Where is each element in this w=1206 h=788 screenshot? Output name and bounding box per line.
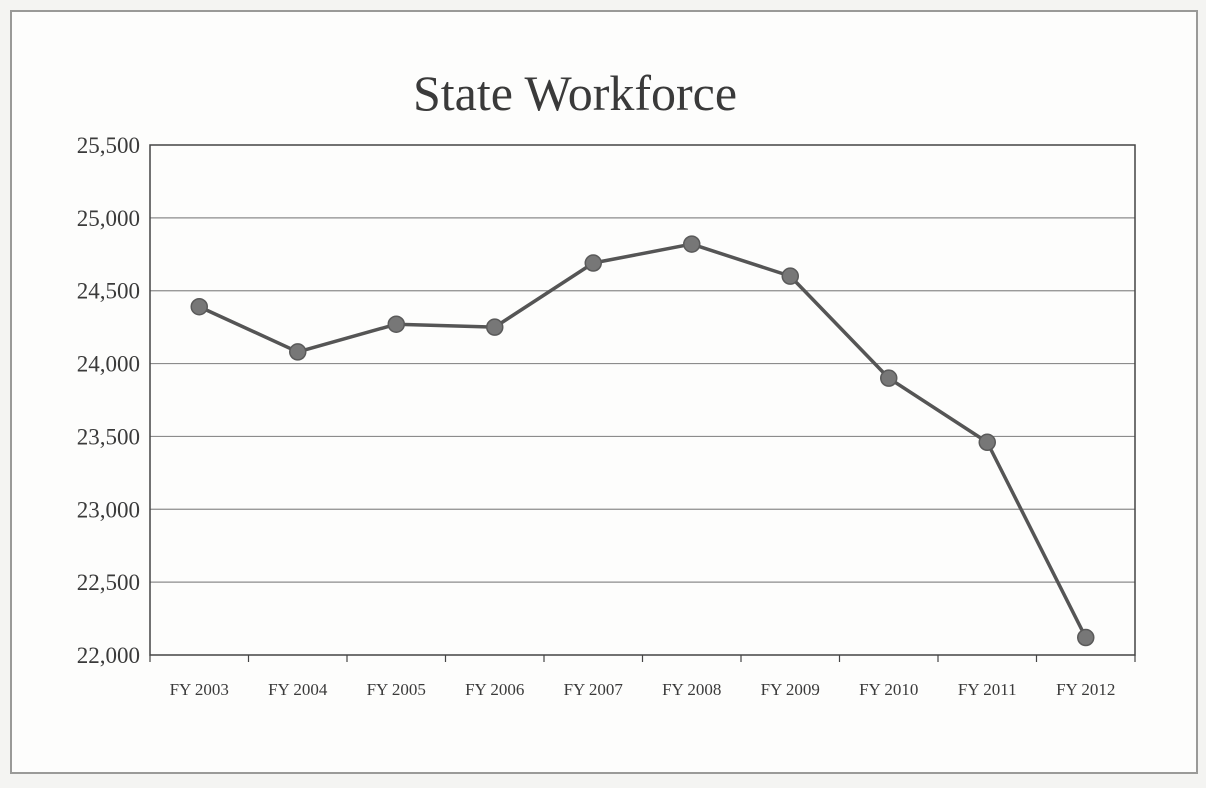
x-tick-label: FY 2005 bbox=[367, 680, 426, 699]
x-tick-label: FY 2006 bbox=[465, 680, 524, 699]
data-point bbox=[781, 267, 799, 285]
chart-title: State Workforce bbox=[413, 65, 737, 121]
chart-frame bbox=[10, 10, 1198, 774]
plot-area bbox=[149, 144, 1136, 656]
y-tick-label: 24,000 bbox=[77, 352, 140, 377]
series-line bbox=[198, 242, 1088, 639]
y-tick-label: 23,000 bbox=[77, 497, 140, 522]
data-point bbox=[683, 235, 701, 253]
x-tick-label: FY 2008 bbox=[662, 680, 721, 699]
x-tick-label: FY 2007 bbox=[564, 680, 624, 699]
x-tick-label: FY 2012 bbox=[1056, 680, 1115, 699]
series-group bbox=[190, 235, 1095, 647]
y-tick-label: 24,500 bbox=[77, 279, 140, 304]
y-tick-label: 22,000 bbox=[77, 643, 140, 668]
data-point bbox=[289, 343, 307, 361]
data-point bbox=[978, 433, 996, 452]
y-tick-label: 25,500 bbox=[77, 133, 140, 158]
y-tick-label: 25,000 bbox=[77, 206, 140, 231]
data-point bbox=[584, 254, 602, 272]
data-point bbox=[190, 297, 208, 316]
data-point bbox=[387, 315, 405, 333]
data-point bbox=[1077, 628, 1095, 647]
data-point bbox=[880, 369, 898, 387]
x-tick-label: FY 2010 bbox=[859, 680, 918, 699]
y-tick-label: 22,500 bbox=[77, 570, 140, 595]
y-axis-ticks: 22,000 22,500 23,000 23,500 24,000 24,500 25,0… bbox=[77, 133, 140, 668]
data-point bbox=[486, 318, 504, 336]
x-tick-label: FY 2004 bbox=[268, 680, 328, 699]
x-tick-label: FY 2011 bbox=[958, 680, 1017, 699]
y-tick-label: 23,500 bbox=[77, 424, 140, 449]
x-axis-ticks: FY 2003 FY 2004 FY 2005 FY 2006 FY 2007 FY 20… bbox=[149, 655, 1136, 699]
x-tick-label: FY 2003 bbox=[170, 680, 229, 699]
x-tick-label: FY 2009 bbox=[761, 680, 820, 699]
gridlines bbox=[150, 217, 1135, 583]
